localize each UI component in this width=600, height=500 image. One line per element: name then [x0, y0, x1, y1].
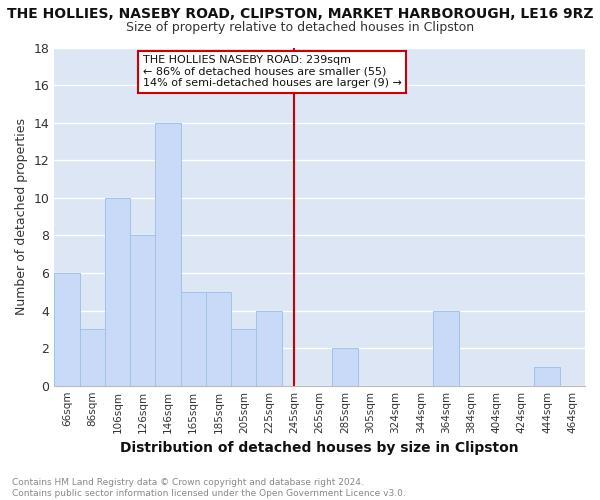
Text: Contains HM Land Registry data © Crown copyright and database right 2024.
Contai: Contains HM Land Registry data © Crown c…	[12, 478, 406, 498]
X-axis label: Distribution of detached houses by size in Clipston: Distribution of detached houses by size …	[121, 441, 519, 455]
Bar	[155, 122, 181, 386]
Y-axis label: Number of detached properties: Number of detached properties	[15, 118, 28, 315]
Bar	[105, 198, 130, 386]
Bar	[206, 292, 231, 386]
Bar	[332, 348, 358, 386]
Bar	[433, 310, 458, 386]
Bar	[80, 330, 105, 386]
Bar	[181, 292, 206, 386]
Text: THE HOLLIES NASEBY ROAD: 239sqm
← 86% of detached houses are smaller (55)
14% of: THE HOLLIES NASEBY ROAD: 239sqm ← 86% of…	[143, 55, 401, 88]
Bar	[231, 330, 256, 386]
Text: Size of property relative to detached houses in Clipston: Size of property relative to detached ho…	[126, 21, 474, 34]
Bar	[535, 367, 560, 386]
Bar	[256, 310, 282, 386]
Text: THE HOLLIES, NASEBY ROAD, CLIPSTON, MARKET HARBOROUGH, LE16 9RZ: THE HOLLIES, NASEBY ROAD, CLIPSTON, MARK…	[7, 8, 593, 22]
Bar	[54, 273, 80, 386]
Bar	[130, 236, 155, 386]
